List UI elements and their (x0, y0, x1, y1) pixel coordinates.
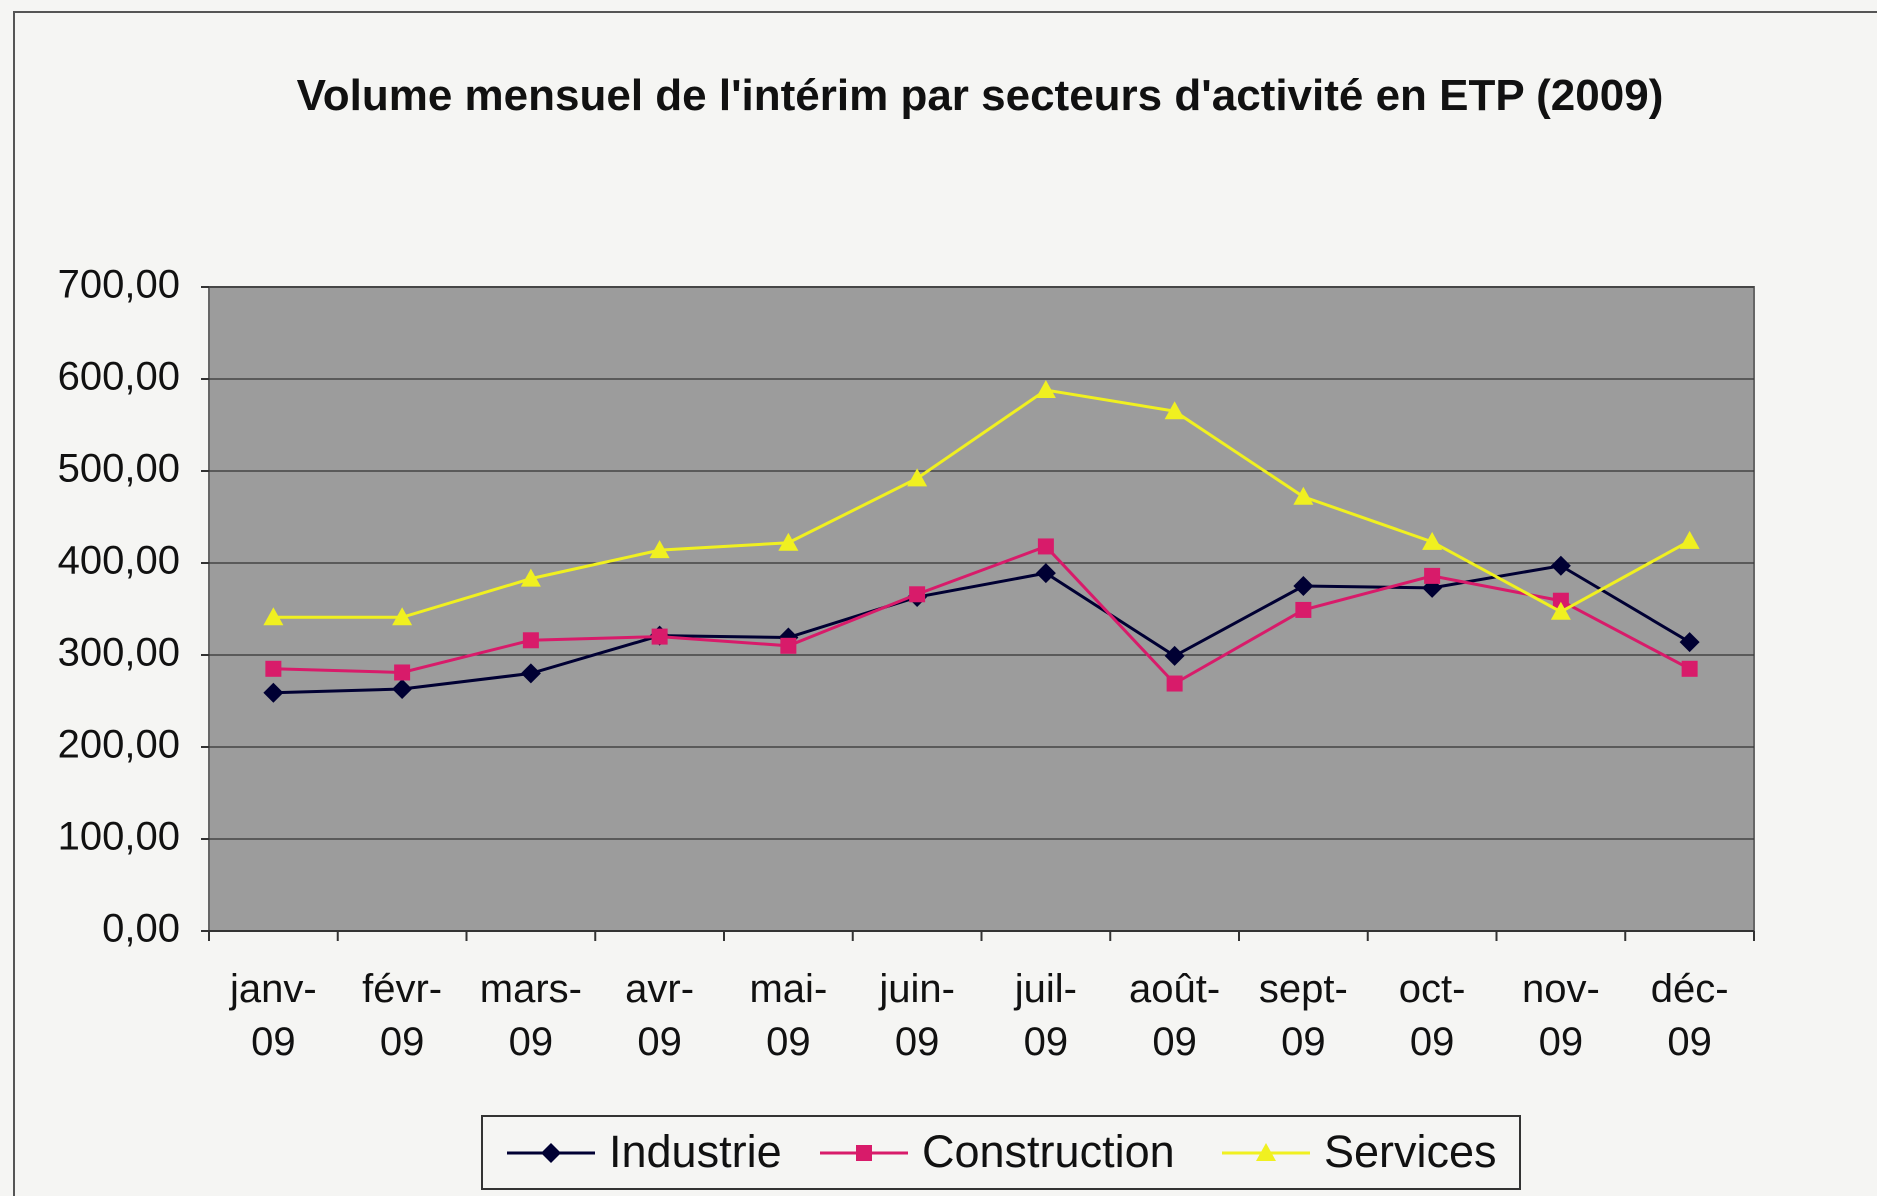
legend-label: Services (1324, 1126, 1497, 1177)
y-tick-label: 200,00 (58, 723, 180, 767)
marker (856, 1145, 872, 1161)
marker (907, 468, 928, 487)
legend-label: Construction (922, 1126, 1175, 1177)
marker (1679, 530, 1700, 549)
x-tick-label: nov-09 (1522, 967, 1600, 1064)
marker (1293, 576, 1314, 596)
marker (1681, 660, 1698, 677)
marker (909, 586, 926, 603)
chart-title: Volume mensuel de l'intérim par secteurs… (296, 71, 1664, 120)
plot-area (208, 286, 1755, 932)
x-tick-label: mai-09 (749, 967, 827, 1064)
y-tick-label: 400,00 (58, 539, 180, 583)
marker (1293, 486, 1314, 505)
marker (1679, 632, 1700, 653)
x-tick-label: déc-09 (1651, 967, 1729, 1064)
marker (520, 568, 541, 587)
marker (522, 632, 539, 649)
marker (520, 663, 541, 684)
marker (1256, 1143, 1276, 1161)
x-tick-label: avr-09 (625, 967, 694, 1064)
legend-box (481, 1115, 1521, 1190)
series-line (273, 388, 1691, 619)
marker (394, 664, 411, 681)
marker (263, 607, 284, 626)
marker (1424, 567, 1441, 584)
x-tick-label: août-09 (1129, 967, 1220, 1064)
marker (1037, 538, 1054, 555)
marker (1550, 601, 1571, 620)
marker (649, 540, 670, 559)
marker (265, 660, 282, 677)
x-tick-label: févr-09 (362, 967, 442, 1064)
x-tick-label: juin-09 (878, 967, 955, 1064)
marker (1166, 675, 1183, 692)
y-tick-label: 500,00 (58, 447, 180, 491)
x-tick-label: sept-09 (1259, 967, 1348, 1064)
marker (1295, 601, 1312, 618)
marker (1035, 380, 1056, 399)
series-line (273, 544, 1691, 686)
y-tick-label: 100,00 (58, 815, 180, 859)
marker (780, 637, 797, 654)
y-tick-label: 700,00 (58, 263, 180, 307)
y-tick-label: 600,00 (58, 355, 180, 399)
y-tick-label: 0,00 (102, 907, 180, 951)
marker (392, 607, 413, 626)
marker (1035, 563, 1056, 584)
x-tick-label: mars-09 (480, 967, 582, 1064)
series-line (273, 564, 1691, 695)
marker (1550, 555, 1571, 576)
y-tick-label: 300,00 (58, 631, 180, 675)
marker (541, 1143, 561, 1163)
marker (1552, 592, 1569, 609)
x-tick-label: janv-09 (229, 967, 317, 1064)
marker (1422, 531, 1443, 550)
marker (651, 628, 668, 645)
marker (778, 532, 799, 551)
chart-border (13, 11, 1877, 1196)
x-tick-label: juil-09 (1014, 967, 1077, 1064)
marker (1164, 401, 1185, 420)
marker (392, 679, 413, 700)
marker (1164, 645, 1185, 666)
legend-label: Industrie (609, 1126, 782, 1177)
x-tick-label: oct-09 (1399, 967, 1466, 1064)
marker (263, 682, 284, 703)
